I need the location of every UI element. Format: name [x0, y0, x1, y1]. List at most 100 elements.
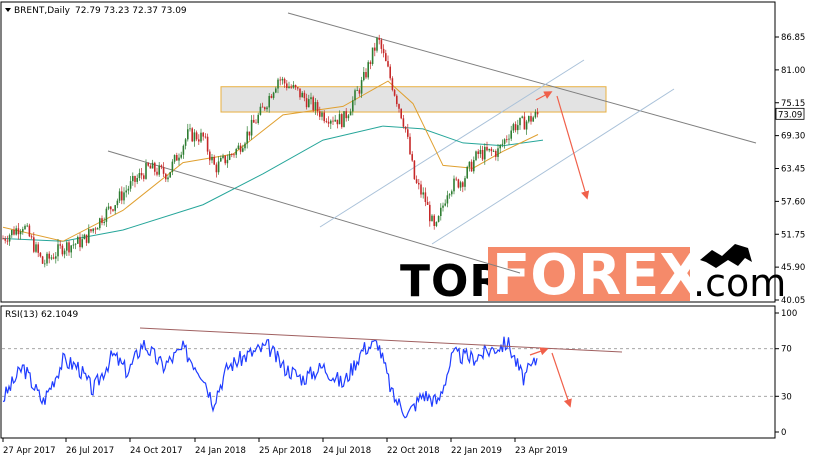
bull-candle: [228, 154, 231, 160]
bull-candle: [74, 243, 77, 245]
chart-header: BRENT,Daily 72.79 73.23 72.37 73.09: [5, 6, 187, 16]
bear-candle: [506, 139, 508, 141]
bear-candle: [224, 155, 226, 164]
bull-candle: [26, 225, 28, 227]
bear-candle: [209, 151, 211, 161]
dropdown-triangle-icon[interactable]: [5, 8, 11, 12]
bear-candle: [404, 126, 407, 130]
forecast-arrow-up: [535, 91, 553, 101]
bull-candle: [288, 86, 290, 89]
bear-candle: [213, 156, 215, 165]
symbol-label: BRENT,Daily: [14, 6, 71, 16]
bear-candle: [294, 85, 297, 88]
rsi-tick-label: 70: [781, 345, 792, 355]
bull-candle: [180, 154, 182, 158]
bear-candle: [409, 136, 411, 155]
date-tick-label: 23 Apr 2019: [515, 446, 568, 456]
bull-candle: [96, 228, 99, 230]
resistance-zone: [220, 86, 607, 113]
rsi-line: [2, 336, 538, 419]
price-tick-label: 86.85: [781, 33, 805, 43]
bull-candle: [444, 203, 446, 206]
bull-candle: [488, 148, 490, 151]
bear-candle: [398, 104, 400, 109]
bear-candle: [325, 121, 328, 122]
bull-candle: [158, 165, 160, 175]
bear-candle: [162, 167, 165, 174]
bear-candle: [253, 119, 255, 123]
ascending-channel-lower: [431, 88, 675, 245]
bull-candle: [466, 166, 468, 179]
bull-candle: [464, 178, 466, 187]
bull-candle: [492, 150, 495, 152]
bear-candle: [411, 154, 413, 161]
bull-candle: [503, 139, 506, 144]
rsi-tick-label: 30: [781, 392, 792, 402]
bear-candle: [495, 150, 497, 157]
bear-candle: [365, 72, 367, 78]
bull-candle: [246, 131, 248, 144]
bear-candle: [332, 120, 334, 122]
bull-candle: [173, 155, 176, 162]
bull-candle: [508, 138, 510, 140]
price-tick-label: 57.60: [781, 197, 805, 207]
date-tick-label: 24 Oct 2017: [130, 446, 183, 456]
bull-candle: [275, 88, 277, 93]
bear-candle: [154, 162, 156, 172]
bull-candle: [118, 191, 121, 201]
bull-candle: [266, 107, 268, 110]
bull-candle: [83, 234, 86, 240]
bear-candle: [121, 191, 123, 201]
bear-candle: [396, 95, 398, 105]
bull-candle: [92, 228, 94, 232]
bear-candle: [336, 119, 339, 125]
bear-candle: [323, 112, 325, 122]
bull-candle: [277, 79, 279, 89]
price-tick-label: 40.05: [781, 296, 805, 306]
bear-candle: [420, 184, 422, 195]
bear-candle: [176, 155, 178, 161]
bear-candle: [143, 175, 145, 179]
bull-candle: [250, 119, 253, 136]
bull-candle: [145, 163, 147, 179]
bull-candle: [338, 114, 341, 125]
bull-candle: [237, 145, 240, 150]
bear-candle: [37, 244, 39, 253]
bear-candle: [112, 209, 114, 211]
date-tick-label: 25 Apr 2018: [259, 446, 312, 456]
bull-candle: [363, 72, 365, 81]
bull-candle: [125, 190, 127, 193]
bull-candle: [435, 221, 438, 226]
bull-candle: [356, 90, 358, 91]
bear-candle: [17, 228, 20, 235]
bull-candle: [81, 239, 83, 248]
bear-candle: [387, 61, 389, 67]
bull-candle: [88, 229, 90, 243]
bear-candle: [59, 244, 61, 246]
bear-candle: [297, 87, 299, 89]
bull-candle: [77, 236, 79, 244]
bear-candle: [303, 92, 306, 99]
bull-candle: [57, 244, 59, 257]
bear-candle: [400, 108, 402, 119]
bull-candle: [217, 161, 220, 173]
bull-candle: [242, 148, 244, 152]
bear-candle: [341, 114, 343, 128]
bear-candle: [2, 238, 4, 240]
bear-candle: [270, 95, 273, 98]
bull-candle: [169, 171, 171, 178]
bear-candle: [433, 215, 435, 226]
bear-candle: [385, 53, 387, 62]
bear-candle: [345, 111, 347, 119]
rsi-panel: [0, 305, 776, 439]
bear-candle: [402, 118, 405, 127]
bear-candle: [391, 78, 394, 90]
bull-candle: [525, 121, 528, 130]
bear-candle: [110, 206, 112, 210]
bull-candle: [127, 188, 130, 191]
bull-candle: [107, 206, 110, 209]
bear-candle: [299, 88, 301, 98]
bull-candle: [422, 192, 424, 195]
bear-candle: [455, 178, 457, 180]
bull-candle: [187, 129, 189, 140]
